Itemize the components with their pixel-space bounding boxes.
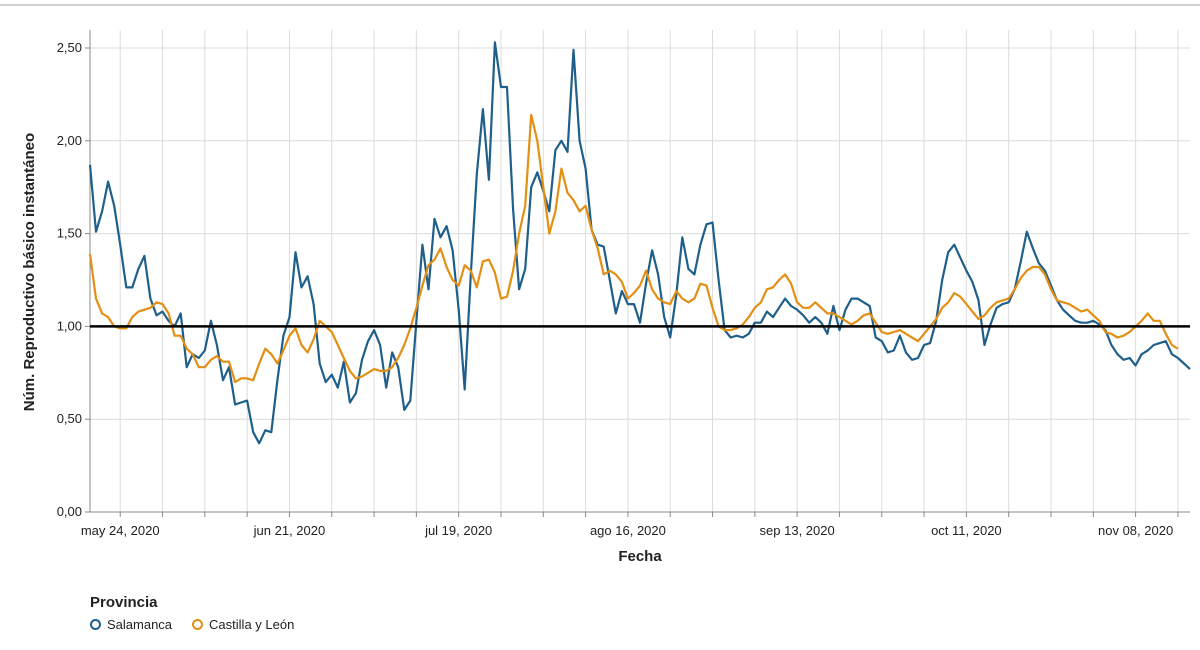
top-divider [0, 4, 1200, 6]
series-line-salamanca [88, 41, 1191, 445]
legend-title: Provincia [90, 594, 158, 611]
legend: Provincia Salamanca Castilla y León [90, 594, 294, 632]
series-line-castilla-y-leon [88, 113, 1179, 384]
y-tick-label: 0,00 [57, 504, 82, 519]
legend-swatch-castilla-y-leon [192, 619, 204, 630]
axes: 0,00 0,50 1,00 1,50 2,00 2,50 may 24, 2020 jun … [57, 30, 1190, 538]
x-tick-label: oct 11, 2020 [931, 523, 1002, 538]
x-tick-label: sep 13, 2020 [760, 523, 835, 538]
x-tick-label: jun 21, 2020 [253, 523, 326, 538]
y-tick-label: 2,00 [57, 133, 82, 148]
legend-swatch-salamanca [90, 619, 101, 630]
legend-item-salamanca[interactable]: Salamanca [90, 617, 172, 632]
x-tick-label: may 24, 2020 [81, 523, 160, 538]
legend-item-castilla-y-leon[interactable]: Castilla y León [192, 617, 294, 632]
x-tick-label: ago 16, 2020 [590, 523, 666, 538]
y-tick-label: 1,00 [57, 318, 82, 333]
y-axis-title: Núm. Reproductivo básico instantáneo [21, 133, 38, 411]
x-tick-label: nov 08, 2020 [1098, 523, 1173, 538]
grid [90, 30, 1190, 513]
x-axis-title: Fecha [618, 548, 662, 565]
y-tick-label: 1,50 [57, 226, 82, 241]
y-tick-label: 2,50 [57, 40, 82, 55]
legend-label: Salamanca [107, 617, 173, 632]
y-tick-label: 0,50 [57, 411, 82, 426]
legend-label: Castilla y León [209, 617, 295, 632]
x-tick-label: jul 19, 2020 [424, 523, 492, 538]
series-lines [88, 41, 1191, 445]
